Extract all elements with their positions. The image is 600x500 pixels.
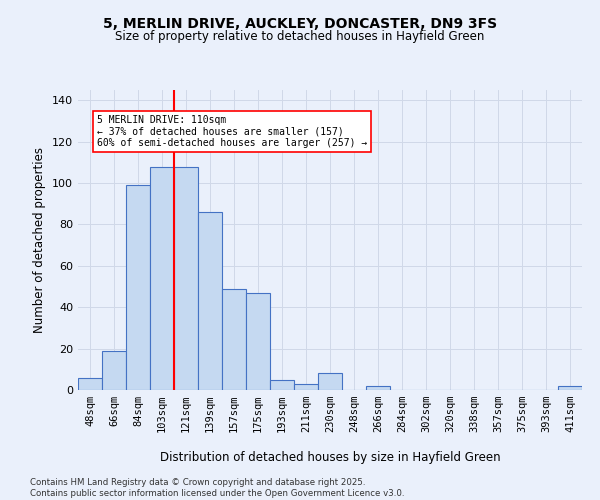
Bar bbox=[150, 166, 174, 390]
Bar bbox=[294, 384, 318, 390]
Bar bbox=[222, 288, 246, 390]
Bar bbox=[270, 380, 294, 390]
Bar bbox=[318, 374, 342, 390]
Bar bbox=[558, 386, 582, 390]
Bar bbox=[78, 378, 102, 390]
Bar bbox=[198, 212, 222, 390]
Bar bbox=[366, 386, 390, 390]
Bar bbox=[102, 350, 126, 390]
Text: Contains HM Land Registry data © Crown copyright and database right 2025.
Contai: Contains HM Land Registry data © Crown c… bbox=[30, 478, 404, 498]
Text: 5 MERLIN DRIVE: 110sqm
← 37% of detached houses are smaller (157)
60% of semi-de: 5 MERLIN DRIVE: 110sqm ← 37% of detached… bbox=[97, 115, 367, 148]
Text: 5, MERLIN DRIVE, AUCKLEY, DONCASTER, DN9 3FS: 5, MERLIN DRIVE, AUCKLEY, DONCASTER, DN9… bbox=[103, 18, 497, 32]
Bar bbox=[174, 166, 198, 390]
Bar bbox=[246, 293, 270, 390]
Text: Size of property relative to detached houses in Hayfield Green: Size of property relative to detached ho… bbox=[115, 30, 485, 43]
Text: Distribution of detached houses by size in Hayfield Green: Distribution of detached houses by size … bbox=[160, 451, 500, 464]
Y-axis label: Number of detached properties: Number of detached properties bbox=[34, 147, 46, 333]
Bar bbox=[126, 185, 150, 390]
